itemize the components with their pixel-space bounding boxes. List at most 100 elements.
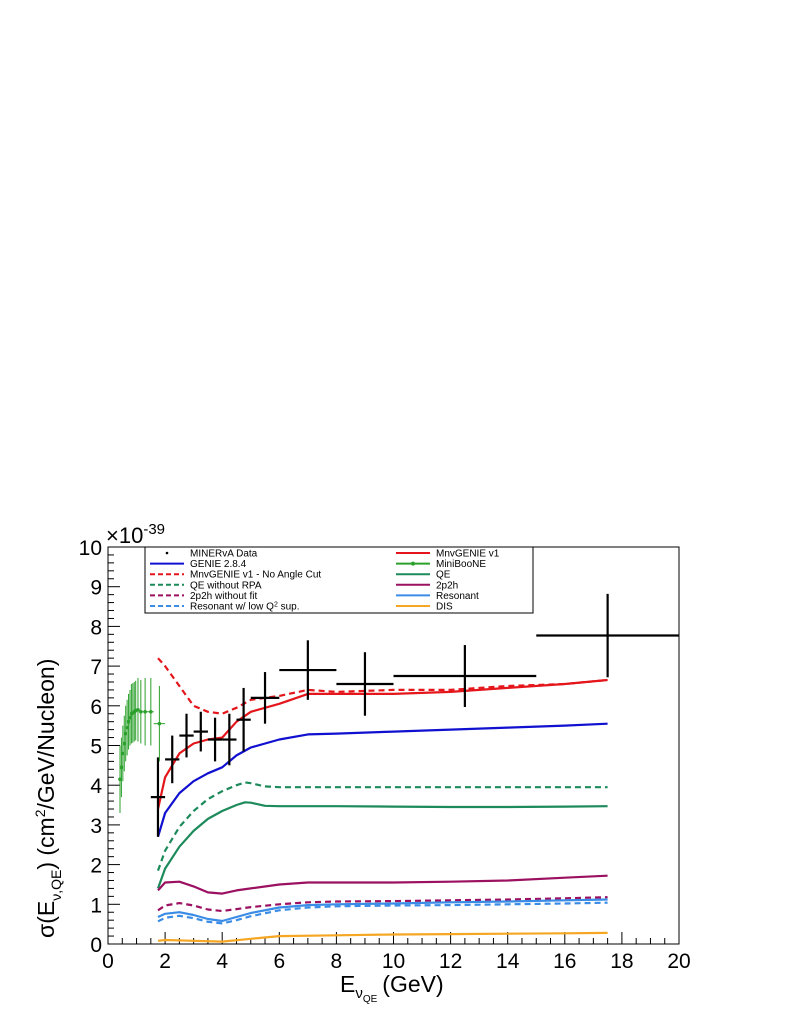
data-point [222,713,237,766]
x-tick-label: 0 [102,950,114,973]
data-point [250,672,280,724]
y-tick-label: 4 [90,775,102,798]
data-point [393,645,537,707]
data-marker [119,765,124,770]
series-line [157,874,608,895]
x-tick-label: 20 [667,950,690,973]
legend-label: MnvGENIE v1 [436,549,500,560]
data-marker [199,730,202,733]
legend-label: GENIE 2.8.4 [190,559,247,570]
y-axis-title-end: /GeV/Nucleon) [33,659,59,810]
legend-entry: MINERvA Data [165,549,258,560]
legend-entry: GENIE 2.8.4 [150,559,247,570]
data-point [119,737,124,798]
data-point [536,593,679,678]
y-tick-label: 5 [90,736,102,759]
y-tick-label: 2 [90,855,102,878]
data-marker [263,696,267,700]
legend-label-text: 2p2h [436,580,458,591]
data-marker [125,725,129,730]
data-point [279,640,337,700]
legend-entry: Resonant w/ low Q2 sup. [150,602,300,613]
y-axis-title-post: ) (cm [33,817,59,869]
data-point [207,717,223,762]
y-tick-label: 7 [90,656,102,679]
legend-entry: 2p2h without fit [150,591,257,602]
data-point [123,705,128,762]
data-marker [157,721,162,726]
data-point [165,735,180,784]
y-axis-title-pre: σ(E [33,901,59,938]
legend-label-text: Resonant [436,591,479,602]
y-tick-label: 0 [90,934,102,957]
legend-label: 2p2h [436,580,458,591]
data-marker [128,715,132,720]
x-tick-label: 4 [216,950,228,973]
x-tick-label: 14 [496,950,520,973]
legend-marker [165,551,169,555]
axis-ticks [107,546,680,945]
legend-marker [411,561,415,566]
y-axis-title-sup: 2 [32,809,48,817]
data-marker [463,674,467,678]
legend-label-text: MiniBooNE [436,559,486,570]
legend-label-end: sup. [278,602,300,613]
data-marker [242,718,245,721]
x-axis-title-sub: ν [355,985,363,1002]
x-tick-label: 8 [331,950,343,973]
series-layer [156,657,608,943]
legend-label-text: QE without RPA [190,580,262,591]
legend-entry: MnvGENIE v1 [396,549,500,560]
legend-entry: Resonant [396,591,479,602]
data-point [139,679,143,744]
series-line [157,901,608,925]
legend-label: Resonant [436,591,479,602]
data-marker [606,634,609,637]
y-exponent-label: ×10-39 [106,521,165,548]
legend-label: QE without RPA [190,580,262,591]
legend-label: Resonant w/ low Q2 sup. [190,602,300,613]
legend-label-text: MnvGENIE v1 [436,549,500,560]
legend-label-text: GENIE 2.8.4 [190,559,247,570]
y-tick-label: 8 [90,616,102,639]
y-tick-label: 1 [90,894,102,917]
x-axis-title: EνQE (GeV) [340,971,444,1005]
data-marker [139,709,143,714]
legend-entry: MiniBooNE [396,559,486,570]
data-point [142,678,148,746]
data-point [147,678,154,746]
series-line [156,722,608,838]
x-tick-label: 12 [439,950,462,973]
data-point [118,745,122,813]
legend-label: MnvGENIE v1 - No Angle Cut [190,570,321,581]
y-exponent-value: -39 [143,521,165,538]
data-point [150,757,166,837]
y-axis-title-sub: ν,QE [48,870,64,901]
series-line [157,896,608,913]
legend-label-text: Resonant w/ low Q [190,602,274,613]
data-marker [306,668,310,672]
series-line [157,898,608,923]
y-exponent-prefix: ×10 [106,523,143,548]
data-point [136,678,140,742]
data-marker [213,738,217,741]
data-marker [118,777,122,782]
data-marker [228,738,231,741]
data-point [128,689,132,746]
data-marker [149,709,153,714]
legend-label: DIS [436,602,453,613]
series-line [157,657,608,715]
y-axis-title: σ(Eν,QE) (cm2/GeV/Nucleon) [32,659,64,938]
x-axis-title-main: E [340,971,355,997]
data-marker [185,734,188,737]
data-point [179,713,194,758]
y-tick-label: 9 [90,577,102,600]
data-marker [171,758,174,761]
data-points-layer [118,593,679,837]
data-marker [143,709,147,714]
legend-label-sup: 2 [274,602,278,609]
data-marker [121,751,125,756]
x-axis-title-unit: (GeV) [382,971,443,997]
legend-entry: 2p2h [396,580,458,591]
